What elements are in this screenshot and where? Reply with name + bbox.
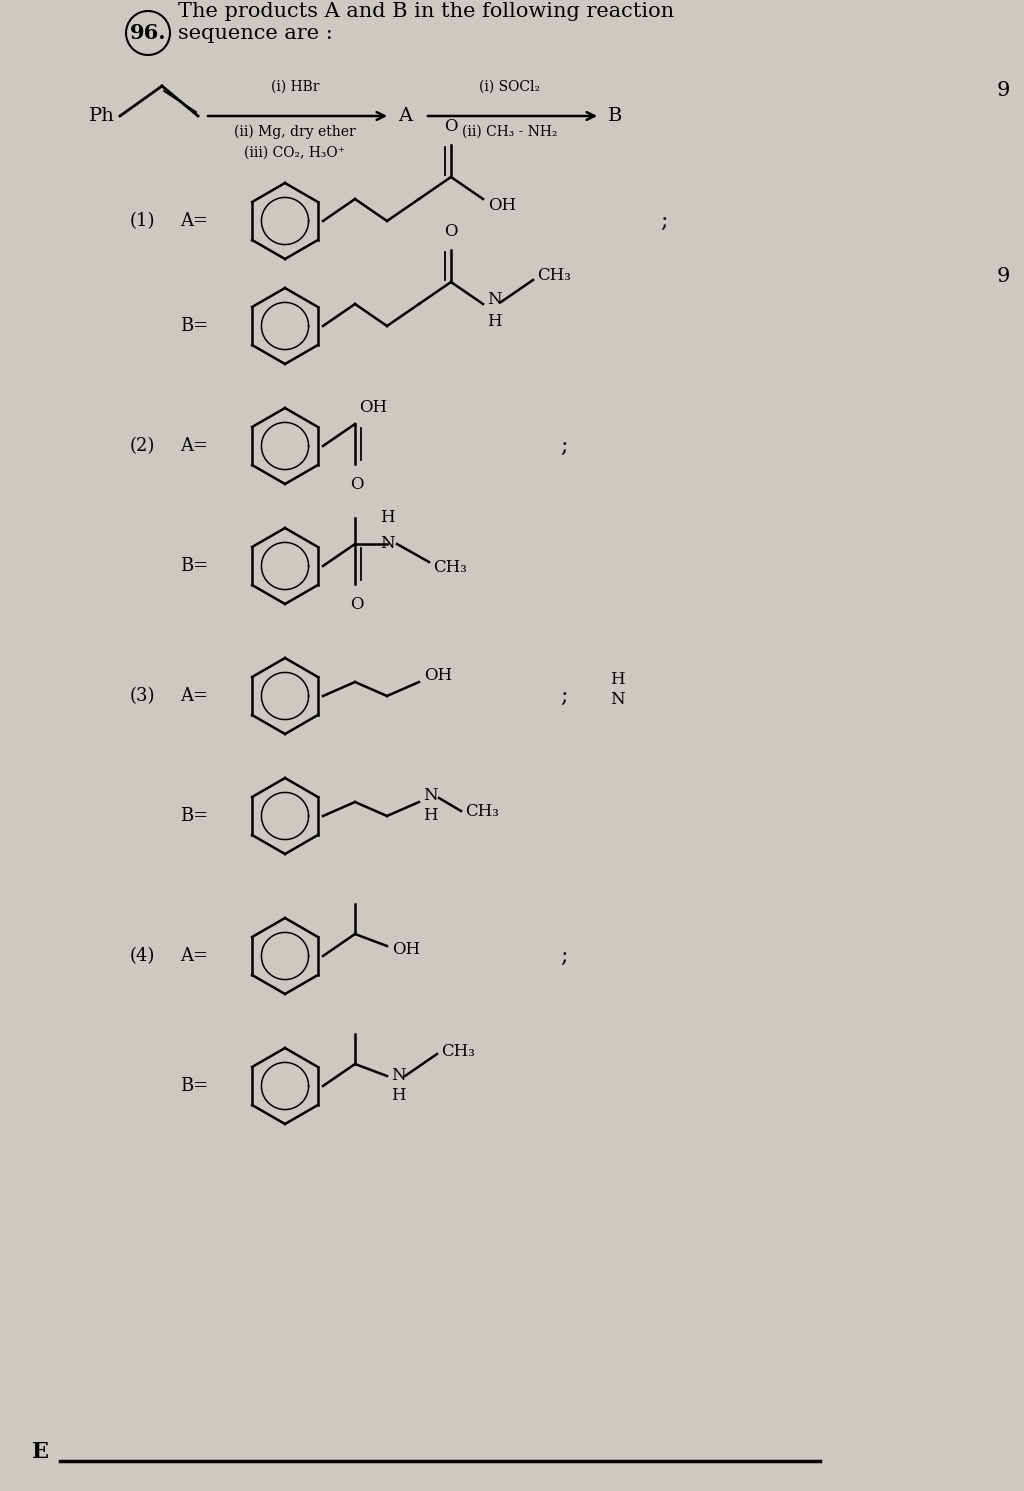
Text: OH: OH [359,400,387,416]
Text: CH₃: CH₃ [433,559,467,577]
Text: B=: B= [180,807,208,825]
Text: The products A and B in the following reaction: The products A and B in the following re… [178,1,674,21]
Text: N: N [380,535,394,553]
Text: (ii) CH₃ - NH₂: (ii) CH₃ - NH₂ [462,125,558,139]
Text: A=: A= [180,437,208,455]
Text: B: B [608,107,623,125]
Text: ;: ; [560,684,567,707]
Text: A=: A= [180,947,208,965]
Text: 96.: 96. [130,22,166,43]
Text: N: N [487,292,502,309]
Text: OH: OH [424,668,453,684]
Text: (i) SOCl₂: (i) SOCl₂ [479,81,541,94]
Text: (4): (4) [130,947,156,965]
Text: (2): (2) [130,437,156,455]
Text: Ph: Ph [89,107,115,125]
Text: A=: A= [180,212,208,230]
Text: O: O [350,476,364,494]
Text: E: E [32,1440,49,1463]
Text: O: O [444,224,458,240]
Text: A=: A= [180,687,208,705]
Text: H: H [391,1087,406,1105]
Text: ;: ; [660,210,668,233]
Text: OH: OH [392,941,420,957]
Text: N: N [610,692,625,708]
Text: OH: OH [488,197,516,213]
Text: ;: ; [560,945,567,968]
Text: N: N [391,1068,406,1084]
Text: (iii) CO₂, H₃O⁺: (iii) CO₂, H₃O⁺ [245,146,345,160]
Text: (i) HBr: (i) HBr [270,81,319,94]
Text: (ii) Mg, dry ether: (ii) Mg, dry ether [234,125,356,139]
Text: 9: 9 [996,267,1010,285]
Text: H: H [610,671,625,689]
Text: B=: B= [180,1077,208,1094]
Text: (1): (1) [130,212,156,230]
Text: H: H [423,808,437,825]
Text: N: N [423,787,437,805]
Text: ;: ; [560,435,567,458]
Text: B=: B= [180,558,208,576]
Text: H: H [487,313,502,331]
Text: CH₃: CH₃ [537,267,570,285]
Text: sequence are :: sequence are : [178,24,333,43]
Text: CH₃: CH₃ [465,802,499,820]
Text: (3): (3) [130,687,156,705]
Text: H: H [380,508,394,526]
Text: O: O [350,596,364,613]
Text: O: O [444,118,458,136]
Text: B=: B= [180,318,208,335]
Text: A: A [398,107,412,125]
Text: CH₃: CH₃ [441,1042,475,1060]
Text: 9: 9 [996,81,1010,100]
